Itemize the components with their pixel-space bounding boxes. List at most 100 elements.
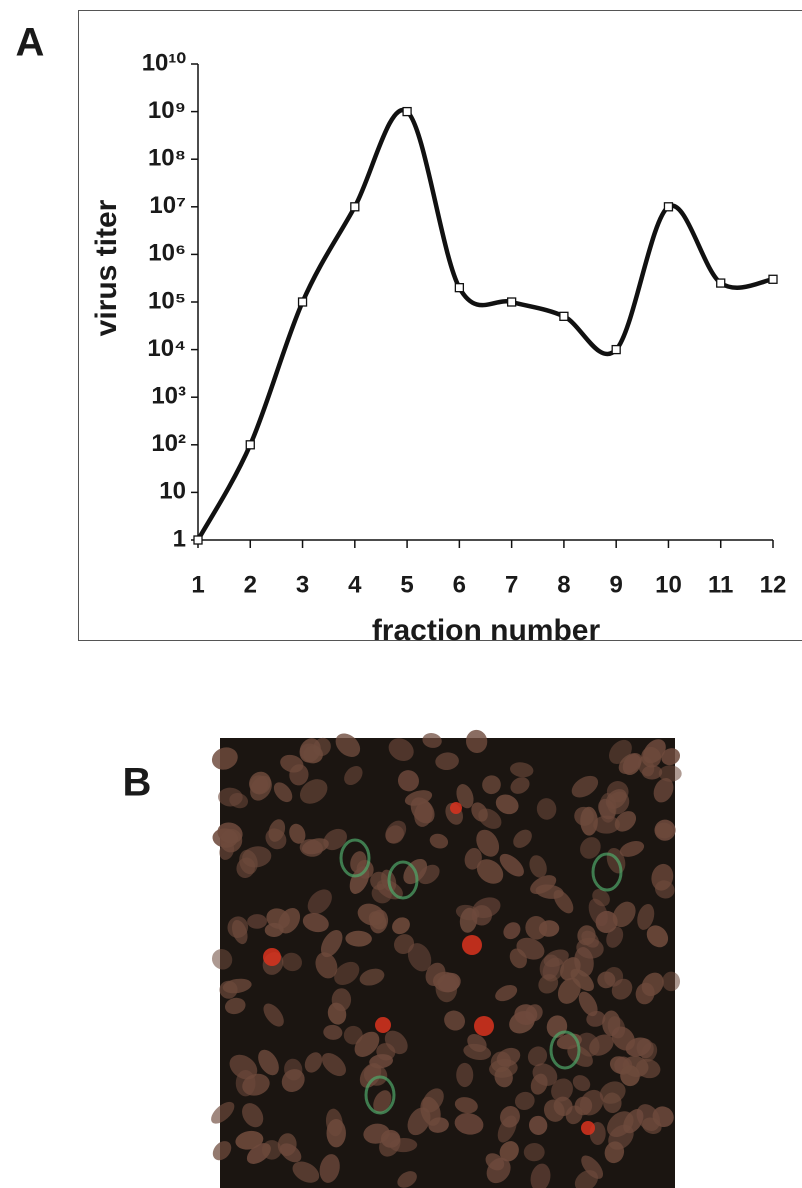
cell-nucleus bbox=[397, 1171, 417, 1188]
cell-nucleus bbox=[606, 926, 624, 948]
cell-nucleus bbox=[264, 922, 284, 937]
x-tick-label: 11 bbox=[708, 571, 733, 598]
line bbox=[196, 107, 774, 542]
cell-nucleus bbox=[299, 779, 328, 804]
cell-nucleus bbox=[231, 919, 248, 945]
x-tick-label: 2 bbox=[244, 571, 257, 598]
red-cell bbox=[474, 1016, 494, 1036]
cell-nucleus bbox=[393, 934, 415, 954]
cell-nucleus bbox=[211, 747, 238, 770]
cell-nucleus bbox=[500, 1106, 520, 1128]
cell-nucleus bbox=[574, 1170, 599, 1188]
micrograph bbox=[211, 729, 682, 1188]
cell-nucleus bbox=[302, 913, 329, 933]
cell-nucleus bbox=[614, 811, 637, 832]
y-tick-label: 10³ bbox=[151, 383, 186, 410]
cell-nucleus bbox=[456, 784, 474, 809]
cell-nucleus bbox=[211, 949, 233, 970]
cell-nucleus bbox=[464, 847, 482, 870]
cell-nucleus bbox=[263, 1003, 284, 1027]
cell-nucleus bbox=[307, 889, 332, 915]
cell-nucleus bbox=[229, 1054, 258, 1080]
cell-nucleus bbox=[510, 762, 534, 778]
cell-nucleus bbox=[217, 822, 243, 844]
cell-nucleus bbox=[454, 1113, 484, 1135]
cell-nucleus bbox=[354, 1031, 380, 1057]
cell-nucleus bbox=[345, 930, 372, 947]
marker bbox=[716, 278, 726, 288]
cell-nucleus bbox=[224, 997, 246, 1015]
cell-nucleus bbox=[315, 952, 338, 979]
cell-nucleus bbox=[557, 977, 581, 1004]
cell-nucleus bbox=[289, 823, 306, 844]
cell-nucleus bbox=[428, 1117, 449, 1133]
marker bbox=[506, 297, 517, 307]
cell-nucleus bbox=[323, 1024, 343, 1040]
cell-nucleus bbox=[570, 968, 594, 992]
cell-nucleus bbox=[592, 888, 610, 907]
cell-nucleus bbox=[432, 971, 460, 993]
marker bbox=[350, 202, 360, 212]
cell-nucleus bbox=[612, 901, 636, 928]
marker bbox=[193, 535, 203, 545]
cell-nucleus bbox=[373, 1090, 392, 1114]
marker bbox=[454, 283, 465, 293]
cell-nucleus bbox=[532, 1063, 558, 1086]
marker bbox=[245, 440, 255, 450]
x-tick-label: 6 bbox=[453, 571, 466, 598]
cell-nucleus bbox=[636, 1038, 654, 1059]
cell-nucleus bbox=[321, 1053, 346, 1077]
cell-nucleus bbox=[495, 985, 518, 1002]
cell-nucleus bbox=[514, 1004, 538, 1026]
cell-nucleus bbox=[280, 754, 304, 773]
cell-nucleus bbox=[661, 748, 681, 766]
cell-nucleus bbox=[313, 737, 331, 757]
cell-nucleus bbox=[513, 829, 532, 848]
y-tick-label: 10⁶ bbox=[148, 240, 186, 267]
cell-nucleus bbox=[580, 837, 601, 859]
x-tick-label: 7 bbox=[505, 571, 518, 598]
cell-nucleus bbox=[572, 1075, 591, 1092]
cell-nucleus bbox=[577, 925, 596, 946]
y-tick-label: 10¹⁰ bbox=[142, 49, 187, 76]
cell-nucleus bbox=[320, 929, 343, 958]
cell-nucleus bbox=[246, 1143, 271, 1164]
cell-nucleus bbox=[219, 980, 238, 999]
cell-nucleus bbox=[471, 905, 493, 926]
cell-nucleus bbox=[212, 1141, 232, 1161]
cell-nucleus bbox=[589, 1034, 614, 1056]
x-tick-label: 10 bbox=[655, 571, 682, 598]
cell-nucleus bbox=[326, 1118, 346, 1148]
cell-nucleus bbox=[323, 828, 347, 851]
cell-nucleus bbox=[603, 1092, 622, 1114]
cell-nucleus bbox=[646, 925, 669, 948]
cell-nucleus bbox=[476, 859, 504, 884]
panel-label: A bbox=[16, 21, 45, 65]
cell-nucleus bbox=[514, 1091, 535, 1111]
green-cell bbox=[591, 852, 623, 892]
cell-nucleus bbox=[335, 733, 361, 757]
cell-nucleus bbox=[454, 1097, 478, 1114]
cell-nucleus bbox=[277, 1133, 297, 1157]
red-cell bbox=[375, 1017, 391, 1033]
cell-nucleus bbox=[370, 871, 389, 891]
x-tick-label: 8 bbox=[557, 571, 570, 598]
x-axis-label: fraction number bbox=[372, 614, 601, 647]
cell-nucleus bbox=[528, 1115, 548, 1135]
cell-nucleus bbox=[418, 864, 440, 885]
cell-nucleus bbox=[527, 1046, 548, 1067]
y-tick-label: 10⁵ bbox=[148, 287, 186, 314]
cell-nucleus bbox=[641, 746, 662, 768]
cell-nucleus bbox=[509, 948, 527, 969]
cell-nucleus bbox=[388, 738, 414, 761]
cell-nucleus bbox=[530, 1163, 551, 1188]
green-cell bbox=[364, 1075, 396, 1115]
marker bbox=[663, 202, 674, 212]
cell-nucleus bbox=[319, 1154, 340, 1183]
cell-nucleus bbox=[604, 966, 624, 987]
cell-nucleus bbox=[384, 1030, 408, 1055]
cell-nucleus bbox=[444, 1010, 465, 1031]
cell-nucleus bbox=[435, 752, 459, 771]
